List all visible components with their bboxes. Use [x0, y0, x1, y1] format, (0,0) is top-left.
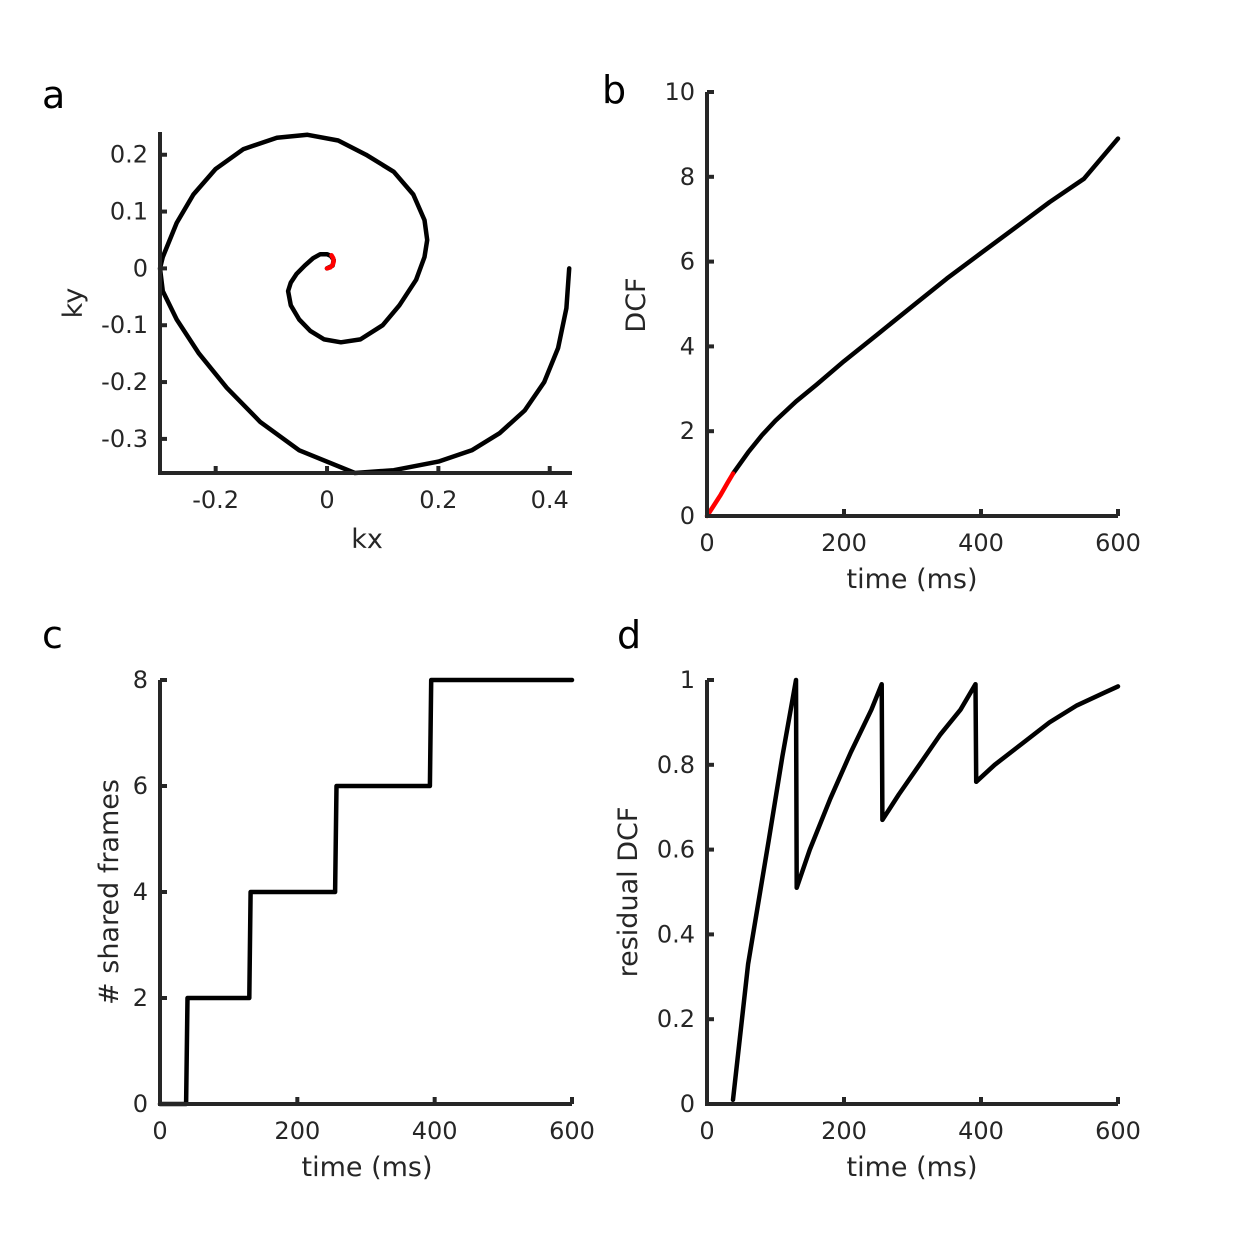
y-tick-label-a-4: -0.2	[101, 368, 148, 396]
axes-d	[705, 680, 1118, 1106]
x-tick-label-d-0: 0	[699, 1117, 714, 1145]
y-tick-label-c-4: 8	[133, 666, 148, 694]
x-tick-label-d-1: 200	[821, 1117, 867, 1145]
x-tick-label-d-2: 400	[958, 1117, 1004, 1145]
series-line-b-1	[704, 471, 736, 519]
x-tick-label-b-0: 0	[699, 529, 714, 557]
panel-c: 0 200 400 600 0 2 4 6 8 time (ms) # shared frames c	[42, 613, 595, 1183]
series-line-a-1	[324, 253, 336, 271]
x-tick-label-a-2: 0.2	[419, 486, 457, 514]
y-tick-label-a-1: 0.1	[110, 198, 148, 226]
panel-label-a: a	[42, 73, 65, 117]
series-line-c-0	[157, 677, 575, 1107]
y-axis-label-b: DCF	[621, 277, 652, 332]
y-tick-label-d-3: 0.6	[657, 836, 695, 864]
x-axis-label-c: time (ms)	[301, 1152, 432, 1183]
x-tick-label-a-3: 0.4	[531, 486, 569, 514]
y-tick-label-d-0: 0	[680, 1090, 695, 1118]
y-tick-label-a-2: 0	[133, 254, 148, 282]
x-axis-label-d: time (ms)	[846, 1152, 977, 1183]
y-axis-label-c: # shared frames	[94, 779, 125, 1005]
x-tick-label-a-0: -0.2	[192, 486, 239, 514]
y-tick-label-b-0: 0	[680, 502, 695, 530]
y-tick-label-c-2: 4	[133, 878, 148, 906]
panel-a: -0.2 0 0.2 0.4 0.2 0.1 0 -0.1 -0.2 -0.3 kx ky a	[42, 73, 572, 555]
x-tick-label-d-3: 600	[1095, 1117, 1141, 1145]
y-tick-label-a-3: -0.1	[101, 311, 148, 339]
y-tick-label-c-0: 0	[133, 1090, 148, 1118]
y-tick-label-b-5: 10	[664, 78, 695, 106]
x-tick-label-c-2: 400	[412, 1117, 458, 1145]
x-tick-label-a-1: 0	[319, 486, 334, 514]
panel-label-c: c	[42, 613, 63, 657]
panel-label-d: d	[617, 613, 641, 657]
y-tick-label-d-1: 0.2	[657, 1005, 695, 1033]
y-axis-label-a: ky	[58, 288, 89, 319]
panel-label-b: b	[602, 68, 626, 112]
x-tick-label-b-2: 400	[958, 529, 1004, 557]
y-tick-label-b-1: 2	[680, 417, 695, 445]
series-line-b-0	[730, 136, 1121, 476]
y-tick-label-d-2: 0.4	[657, 920, 695, 948]
x-tick-label-b-3: 600	[1095, 529, 1141, 557]
x-tick-label-c-1: 200	[274, 1117, 320, 1145]
y-tick-label-b-2: 4	[680, 332, 695, 360]
series-line-d-0	[730, 677, 1121, 1103]
y-tick-label-d-4: 0.8	[657, 751, 695, 779]
axes-c	[158, 680, 572, 1106]
y-tick-label-c-3: 6	[133, 772, 148, 800]
y-tick-label-c-1: 2	[133, 984, 148, 1012]
axes-a	[158, 132, 572, 475]
x-tick-label-c-0: 0	[152, 1117, 167, 1145]
y-tick-label-a-5: -0.3	[101, 425, 148, 453]
panel-b: 0 200 400 600 0 2 4 6 8 10 time (ms) DCF b	[602, 68, 1141, 595]
x-tick-label-c-3: 600	[549, 1117, 595, 1145]
y-axis-label-d: residual DCF	[613, 807, 644, 978]
x-tick-label-b-1: 200	[821, 529, 867, 557]
series-line-a-0	[157, 132, 572, 476]
panel-d: 0 200 400 600 0 0.2 0.4 0.6 0.8 1 time (ms) residua…	[613, 613, 1141, 1183]
x-axis-label-b: time (ms)	[846, 564, 977, 595]
y-tick-label-b-3: 6	[680, 248, 695, 276]
y-tick-label-a-0: 0.2	[110, 141, 148, 169]
y-tick-label-d-5: 1	[680, 666, 695, 694]
y-tick-label-b-4: 8	[680, 163, 695, 191]
x-axis-label-a: kx	[351, 524, 383, 555]
